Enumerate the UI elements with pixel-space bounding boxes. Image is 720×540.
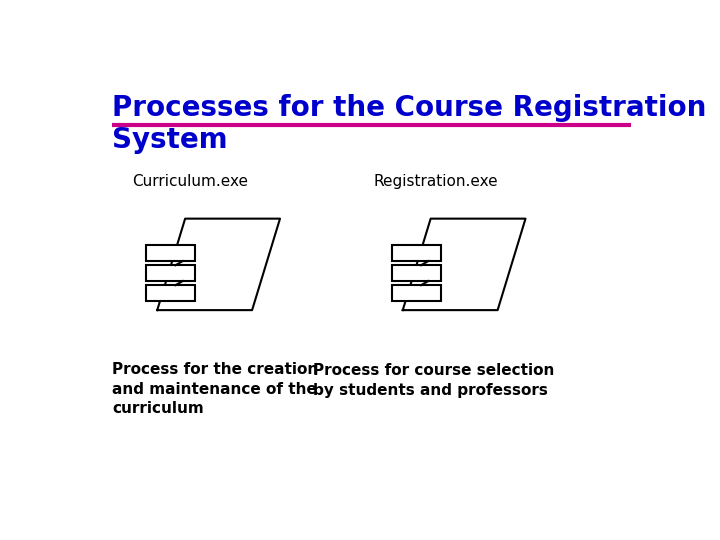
Text: Registration.exe: Registration.exe bbox=[374, 174, 498, 188]
Text: Processes for the Course Registration
System: Processes for the Course Registration Sy… bbox=[112, 94, 707, 154]
Bar bbox=[146, 265, 195, 281]
Bar bbox=[392, 285, 441, 301]
Text: Curriculum.exe: Curriculum.exe bbox=[132, 174, 248, 188]
Text: Process for course selection
by students and professors: Process for course selection by students… bbox=[313, 363, 554, 398]
Bar bbox=[146, 285, 195, 301]
Text: Process for the creation
and maintenance of the
curriculum: Process for the creation and maintenance… bbox=[112, 362, 318, 416]
Bar bbox=[392, 245, 441, 261]
Bar bbox=[146, 245, 195, 261]
Bar bbox=[392, 265, 441, 281]
